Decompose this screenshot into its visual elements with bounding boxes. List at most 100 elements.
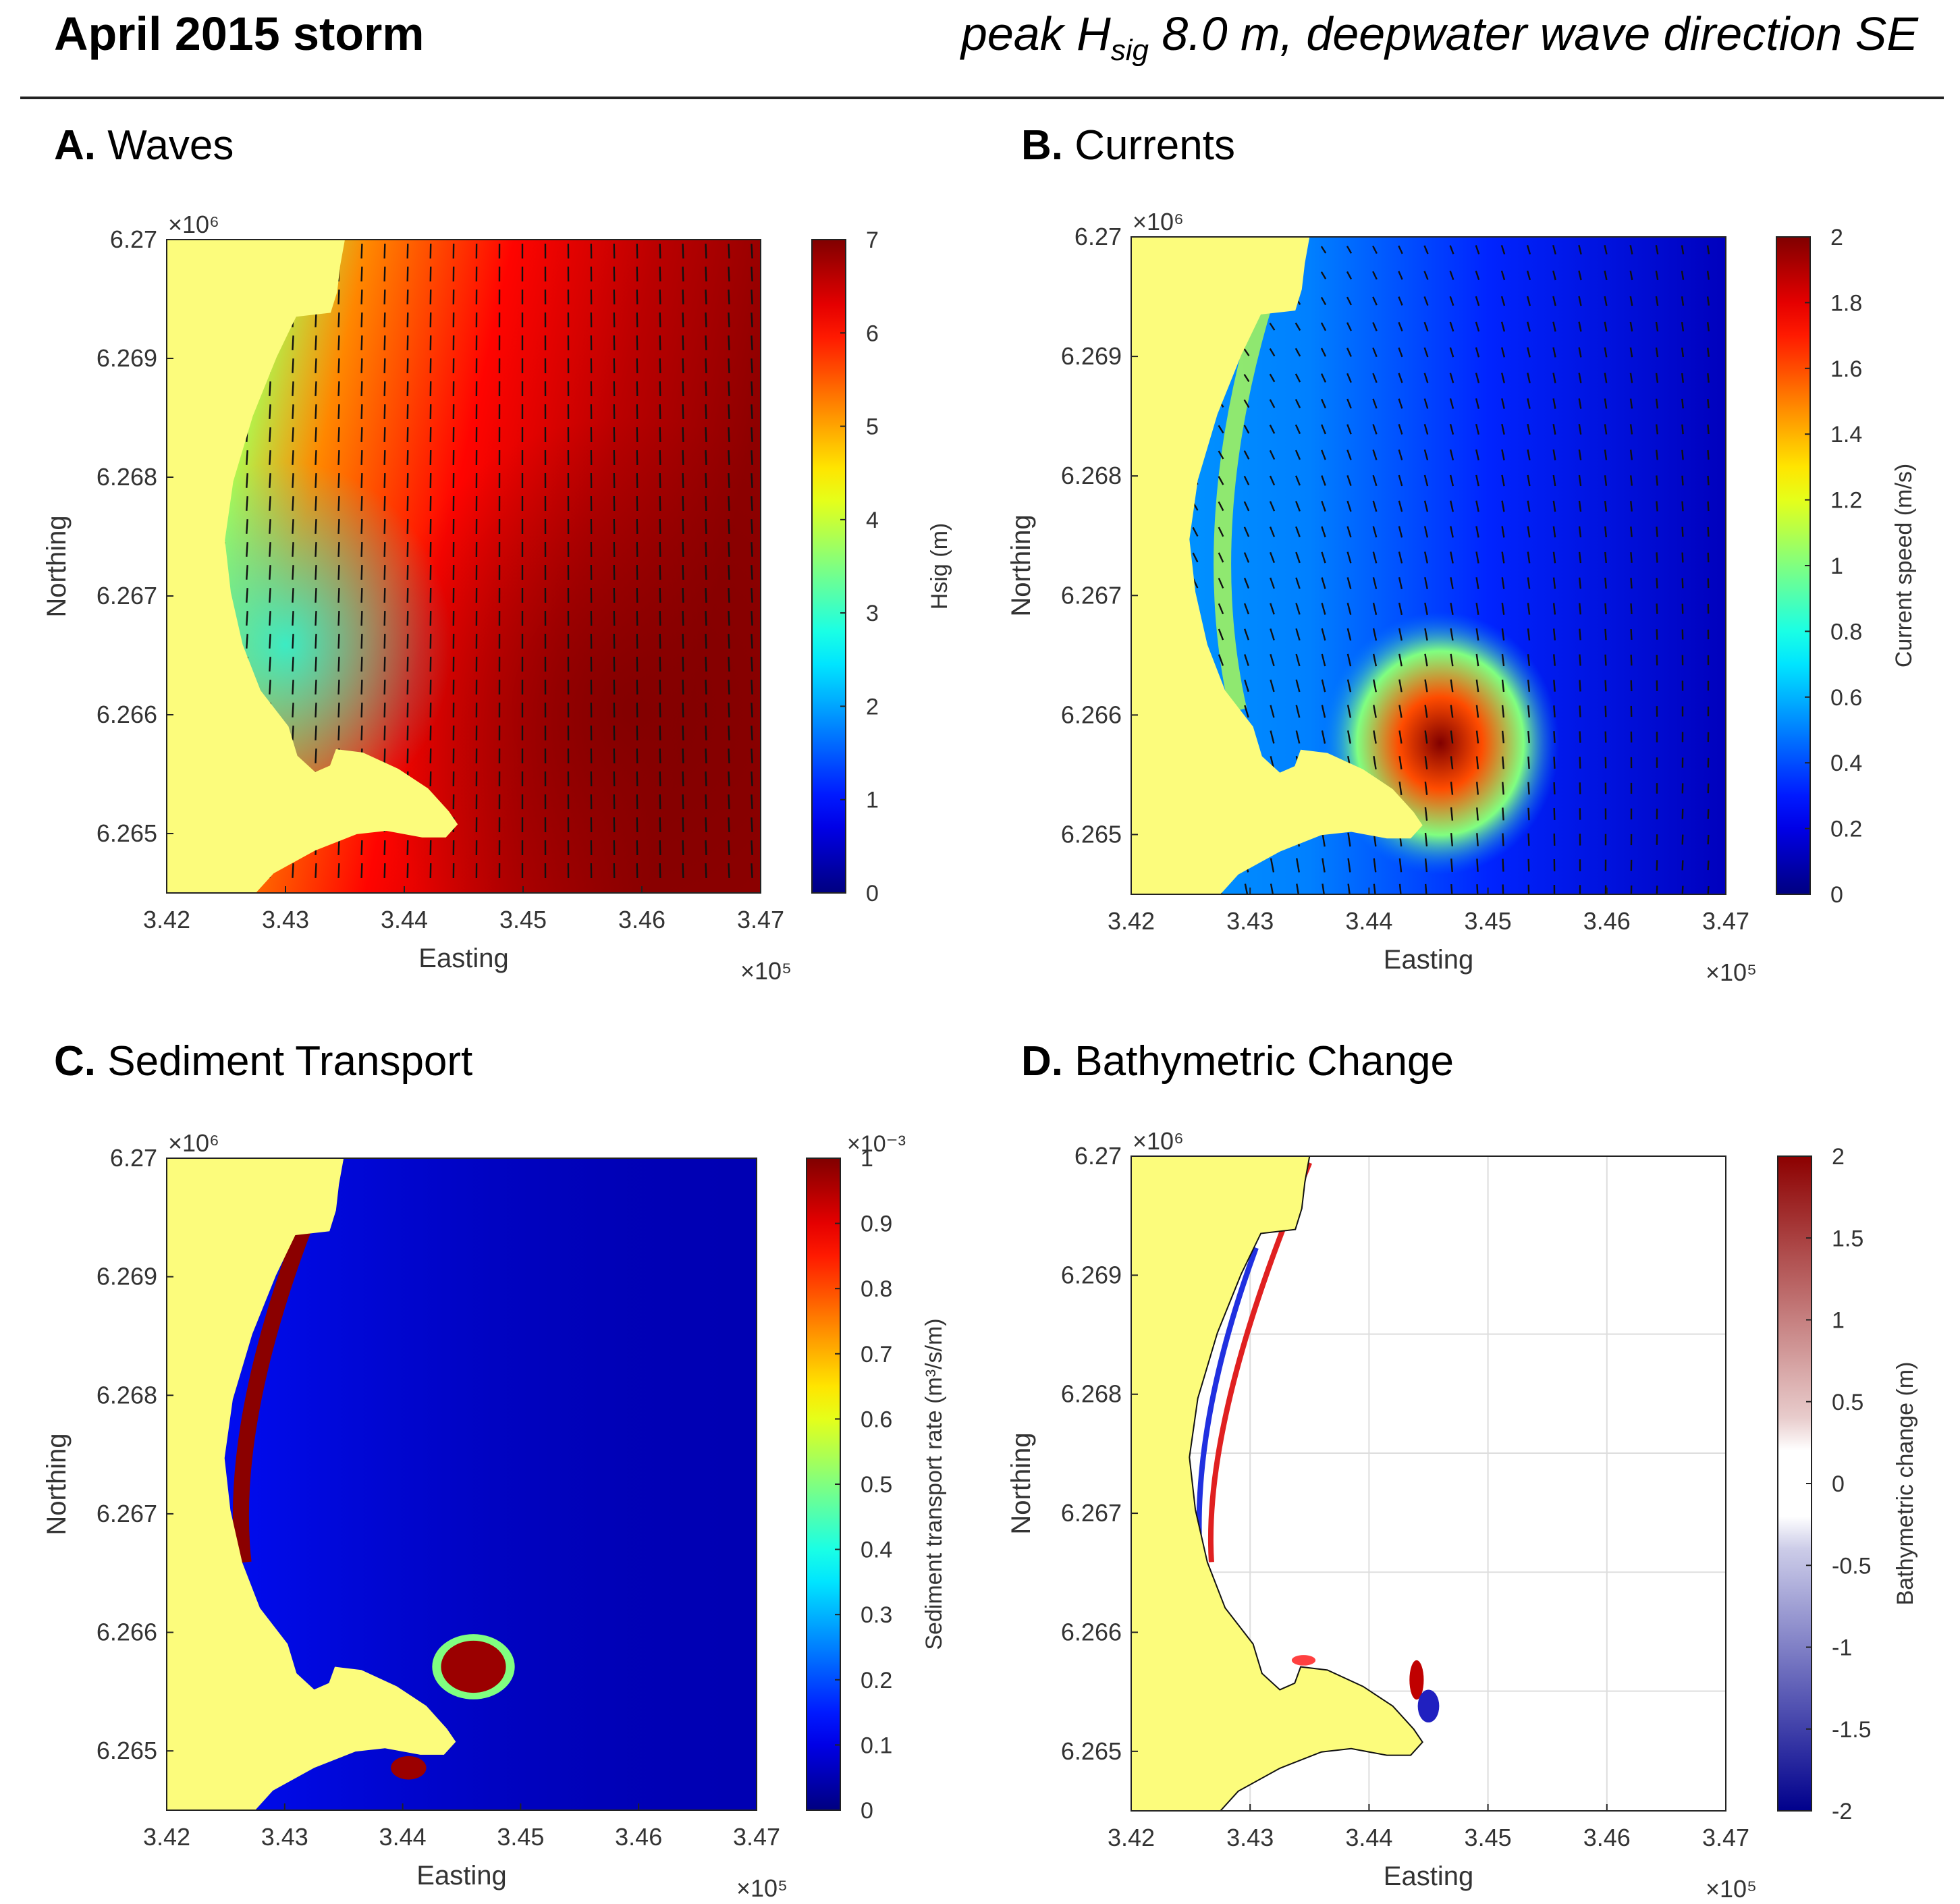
vector-arrow (1295, 679, 1301, 692)
vector-arrow (1320, 348, 1327, 357)
land-mask (1131, 1156, 1423, 1811)
vector-arrow (728, 817, 730, 832)
vector-arrow (728, 657, 730, 672)
vector-arrow (1218, 450, 1224, 460)
land-mask (167, 1158, 456, 1810)
vector-arrow (1552, 347, 1556, 358)
vector-arrow (1604, 244, 1608, 255)
vector-arrow (1450, 705, 1454, 718)
vector-arrow (1321, 653, 1326, 667)
vector-arrow (728, 771, 730, 786)
vector-arrow (1424, 628, 1428, 641)
y-tick-label: 6.265 (97, 1737, 157, 1764)
colorbar-tick-label: 2 (866, 694, 879, 719)
colorbar-tick-label: 0.5 (1832, 1390, 1863, 1415)
plot-area-c (167, 1158, 757, 1810)
vector-arrow (1243, 501, 1250, 512)
vector-arrow (728, 244, 730, 259)
vector-arrow (315, 473, 317, 488)
vector-arrow (1295, 603, 1301, 615)
vector-arrow (1552, 373, 1556, 383)
vector-arrow (1295, 348, 1301, 357)
vector-arrow (1423, 347, 1429, 358)
vector-arrow (1346, 551, 1352, 564)
vector-arrow (751, 771, 753, 786)
vector-arrow (1269, 450, 1276, 460)
colorbar-tick-label: 1.5 (1832, 1226, 1863, 1251)
vector-arrow (1398, 296, 1403, 306)
vector-arrow (1321, 603, 1326, 615)
vector-arrow (1270, 577, 1275, 589)
vector-arrow (292, 726, 294, 740)
vector-arrow (1372, 296, 1378, 306)
vector-arrow (1450, 833, 1454, 846)
vector-arrow (1681, 424, 1684, 435)
vector-arrow (1656, 450, 1658, 460)
vector-arrow (1578, 577, 1582, 589)
vector-arrow (1321, 679, 1326, 692)
vector-arrow (1578, 398, 1582, 409)
vector-arrow (728, 358, 730, 373)
vector-arrow (1449, 474, 1454, 487)
vector-arrow (1500, 296, 1506, 306)
vector-arrow (1423, 398, 1429, 409)
erosion-band (1196, 1247, 1259, 1550)
vector-arrow (1243, 450, 1250, 460)
vector-arrow (1423, 500, 1429, 512)
vector-arrow (751, 726, 753, 740)
vector-arrow (315, 565, 317, 580)
y-tick-label: 6.265 (97, 819, 157, 847)
vector-arrow (682, 542, 684, 557)
vector-arrow (292, 519, 294, 534)
vector-arrow (1321, 551, 1326, 564)
vector-arrow (1423, 245, 1429, 254)
vector-arrow (1372, 424, 1378, 435)
vector-arrow (315, 634, 317, 649)
vector-arrow (1707, 834, 1710, 845)
x-axis-label: Easting (418, 944, 508, 973)
vector-arrow (728, 473, 730, 488)
vector-arrow (1321, 450, 1326, 460)
vector-arrow (682, 519, 684, 534)
colorbar-tick-label: 0.9 (861, 1212, 892, 1237)
vector-arrow (705, 794, 707, 809)
y-tick-label: 6.269 (1061, 1261, 1122, 1288)
y-tick-label: 6.267 (1061, 1499, 1122, 1527)
vector-arrow (246, 450, 248, 465)
vector-arrow (751, 496, 753, 511)
vector-arrow (246, 496, 248, 511)
x-axis-label: Easting (1384, 1861, 1473, 1891)
vector-arrow (728, 404, 730, 419)
vector-arrow (1656, 475, 1658, 486)
vector-arrow (636, 840, 638, 855)
colorbar-tick-label: -0.5 (1832, 1553, 1872, 1579)
vector-arrow (1553, 833, 1556, 846)
vector-arrow (728, 335, 730, 350)
vector-arrow (1269, 373, 1276, 383)
vector-arrow (728, 542, 730, 557)
y-tick-label: 6.267 (97, 1500, 157, 1527)
vector-arrow (1630, 654, 1633, 666)
vector-arrow (682, 565, 684, 580)
vector-arrow (751, 335, 753, 350)
vector-arrow (659, 657, 661, 672)
colorbar-tick-label: 5 (866, 414, 879, 440)
vector-arrow (1527, 603, 1531, 615)
vector-arrow (659, 588, 661, 603)
vector-arrow (1578, 347, 1582, 358)
vector-arrow (1450, 653, 1454, 667)
vector-arrow (682, 611, 684, 626)
vector-arrow (1372, 271, 1378, 280)
vector-arrow (1501, 449, 1505, 461)
vector-arrow (728, 726, 730, 740)
vector-arrow (1373, 883, 1376, 894)
x-exponent: ×10⁵ (1706, 1875, 1757, 1903)
vector-arrow (728, 749, 730, 763)
colorbar-tick-label: 3 (866, 601, 879, 626)
x-tick-label: 3.43 (262, 906, 309, 933)
panel-a-title: A. Waves (54, 121, 234, 169)
vector-arrow (1475, 321, 1480, 332)
vector-arrow (751, 358, 753, 373)
vector-arrow (1243, 603, 1250, 615)
vector-arrow (315, 726, 317, 740)
